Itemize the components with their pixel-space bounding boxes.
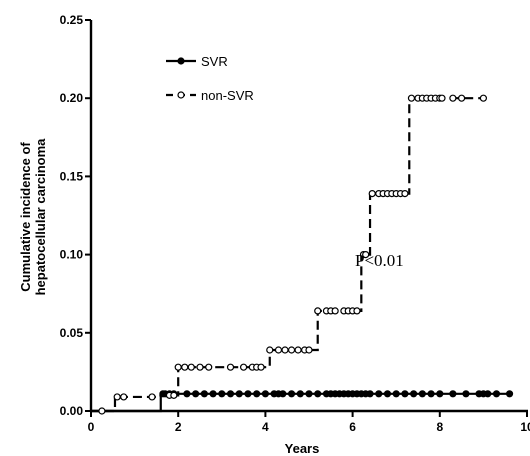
series-nonsvr-censor-marker — [314, 307, 322, 315]
series-nonsvr — [91, 94, 487, 415]
y-tick-label: 0.10 — [60, 248, 84, 262]
series-nonsvr-censor-marker — [449, 94, 457, 102]
series-svr-censor-marker — [183, 390, 191, 398]
series-svr-censor-marker — [505, 390, 514, 398]
series-nonsvr-censor-marker — [368, 190, 376, 198]
series-svr-censor-marker — [244, 390, 252, 398]
series-nonsvr-censor-marker — [331, 307, 339, 315]
series-svr-censor-marker — [410, 390, 418, 398]
series-layer — [91, 94, 514, 415]
series-svr-censor-marker — [279, 390, 287, 398]
series-nonsvr-censor-marker — [479, 94, 487, 102]
series-svr — [91, 390, 514, 413]
series-nonsvr-censor-marker — [170, 391, 178, 399]
legend-nonsvr-label: non-SVR — [201, 88, 254, 103]
y-axis-title: Cumulative incidence of hepatocellular c… — [18, 138, 48, 296]
series-svr-censor-marker — [418, 390, 426, 398]
series-svr-censor-marker — [436, 390, 444, 398]
x-tick-label: 8 — [436, 420, 443, 434]
series-svr-censor-marker — [427, 390, 435, 398]
series-svr-censor-marker — [200, 390, 208, 398]
series-nonsvr-censor-marker — [266, 346, 274, 354]
y-tick-label: 0.15 — [60, 169, 84, 183]
series-nonsvr-censor-marker — [196, 363, 204, 371]
series-nonsvr-censor-marker — [305, 346, 313, 354]
x-tick-label: 2 — [175, 420, 182, 434]
y-axis-title-line-1: Cumulative incidence of — [18, 142, 33, 292]
series-nonsvr-censor-marker — [120, 393, 128, 401]
x-axis-title: Years — [285, 441, 320, 456]
series-nonsvr-censor-marker — [174, 363, 182, 371]
legend-svr-label: SVR — [201, 54, 228, 69]
legend-nonsvr-marker — [177, 91, 185, 99]
series-svr-censor-marker — [314, 390, 322, 398]
x-tick-label: 10 — [520, 420, 530, 434]
y-tick-label: 0.00 — [60, 404, 84, 418]
series-nonsvr-censor-marker — [362, 251, 370, 259]
series-svr-censor-marker — [449, 390, 457, 398]
series-svr-censor-marker — [462, 390, 470, 398]
series-svr-censor-marker — [492, 390, 501, 398]
y-tick-label: 0.20 — [60, 91, 84, 105]
series-nonsvr-censor-marker — [287, 346, 296, 354]
series-nonsvr-censor-marker — [401, 190, 409, 198]
legend-svr-marker — [177, 57, 185, 65]
series-nonsvr-censor-marker — [294, 346, 302, 354]
series-svr-censor-marker — [366, 390, 374, 398]
p-value-annotation: P<0.01 — [355, 251, 404, 270]
series-nonsvr-censor-marker — [257, 363, 265, 371]
series-nonsvr-censor-marker — [458, 94, 466, 102]
series-svr-censor-marker — [392, 390, 400, 398]
series-nonsvr-censor-marker — [438, 94, 446, 102]
y-tick-label: 0.25 — [60, 13, 84, 27]
series-svr-censor-marker — [218, 390, 226, 398]
series-nonsvr-censor-marker — [274, 346, 283, 354]
series-svr-censor-marker — [209, 390, 217, 398]
series-svr-censor-marker — [383, 390, 392, 398]
series-svr-censor-marker — [401, 390, 409, 398]
series-nonsvr-censor-marker — [226, 363, 235, 371]
legend: SVR non-SVR — [166, 54, 254, 103]
series-svr-censor-marker — [192, 390, 200, 398]
series-svr-censor-marker — [375, 390, 383, 398]
series-svr-censor-marker — [296, 390, 304, 398]
y-tick-label: 0.05 — [60, 326, 84, 340]
series-nonsvr-censor-marker — [181, 363, 189, 371]
series-svr-censor-marker — [226, 390, 235, 398]
series-svr-censor-marker — [261, 390, 269, 398]
series-nonsvr-censor-marker — [205, 363, 213, 371]
series-nonsvr-censor-marker — [240, 363, 248, 371]
y-axis-title-line-2: hepatocellular carcinoma — [33, 138, 48, 296]
x-tick-label: 6 — [349, 420, 356, 434]
series-svr-censor-marker — [253, 390, 261, 398]
series-nonsvr-censor-marker — [148, 393, 156, 401]
series-nonsvr-censor-marker — [113, 393, 121, 401]
series-nonsvr-censor-marker — [187, 363, 195, 371]
x-tick-label: 4 — [262, 420, 269, 434]
series-svr-censor-marker — [484, 390, 492, 398]
series-svr-censor-marker — [235, 390, 243, 398]
y-axis-ticks: 0.00 0.05 0.10 0.15 0.20 0.25 — [60, 13, 91, 418]
x-axis-ticks: 0 2 4 6 8 10 — [88, 411, 530, 434]
x-tick-label: 0 — [88, 420, 95, 434]
series-nonsvr-censor-marker — [353, 307, 361, 315]
series-nonsvr-censor-marker — [281, 346, 289, 354]
series-nonsvr-censor-marker — [407, 94, 416, 102]
series-svr-censor-marker — [287, 390, 296, 398]
series-nonsvr-line — [91, 97, 484, 413]
series-nonsvr-censor-marker — [98, 407, 106, 415]
series-svr-censor-marker — [305, 390, 313, 398]
